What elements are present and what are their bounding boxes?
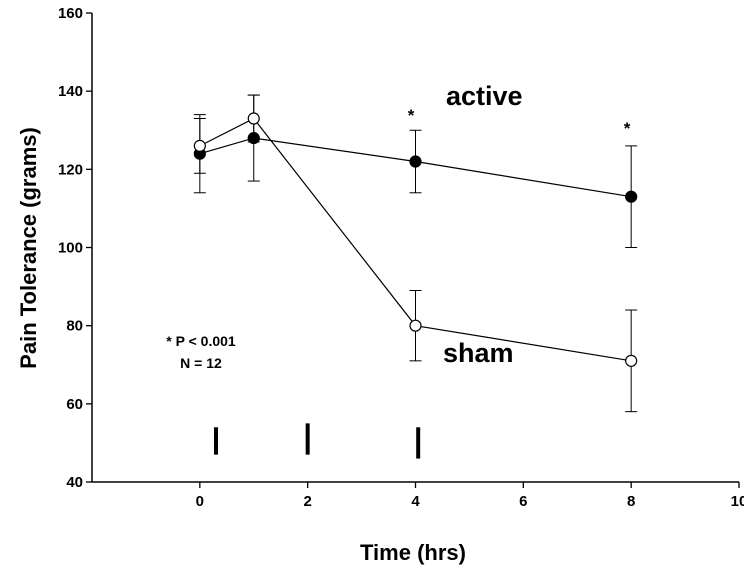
n-note: N = 12 [180, 355, 222, 371]
y-tick-label: 40 [66, 474, 83, 491]
x-tick-label: 6 [519, 493, 527, 510]
data-point-active [409, 155, 422, 168]
y-axis-title: Pain Tolerance (grams) [16, 127, 41, 369]
p-value-note: * P < 0.001 [166, 333, 236, 349]
axes [91, 13, 739, 483]
y-tick-label: 80 [66, 318, 83, 335]
y-tick-label: 100 [58, 240, 83, 257]
series-line-active [199, 137, 632, 198]
x-tick-label: 8 [627, 493, 635, 510]
x-tick-label: 0 [196, 493, 204, 510]
data-point-sham [409, 319, 422, 332]
error-bars [193, 94, 638, 413]
x-tick-label: 4 [411, 493, 420, 510]
series-line-sham [199, 117, 632, 362]
y-tick-label: 60 [66, 396, 83, 413]
series-label-sham: sham [443, 338, 514, 368]
series-label-active: active [446, 81, 523, 111]
data-point-sham [247, 112, 260, 125]
data-point-active [247, 131, 260, 145]
data-point-sham [193, 139, 206, 152]
y-tick-label: 140 [58, 83, 83, 100]
markers [193, 112, 638, 367]
y-tick-label: 120 [58, 161, 83, 178]
event-marks [214, 423, 421, 459]
x-tick-label: 2 [303, 493, 311, 510]
significance-star-4h: * [408, 106, 415, 125]
x-axis-title: Time (hrs) [360, 540, 466, 565]
significance-star-8h: * [624, 119, 631, 138]
series-lines [199, 117, 632, 362]
data-point-active [625, 190, 638, 203]
data-point-sham [625, 354, 638, 367]
ticks: 40 60 80 100 120 140 160 0 2 4 6 8 10 [58, 5, 744, 510]
x-tick-label: 10 [731, 493, 744, 510]
y-tick-label: 160 [58, 5, 83, 22]
